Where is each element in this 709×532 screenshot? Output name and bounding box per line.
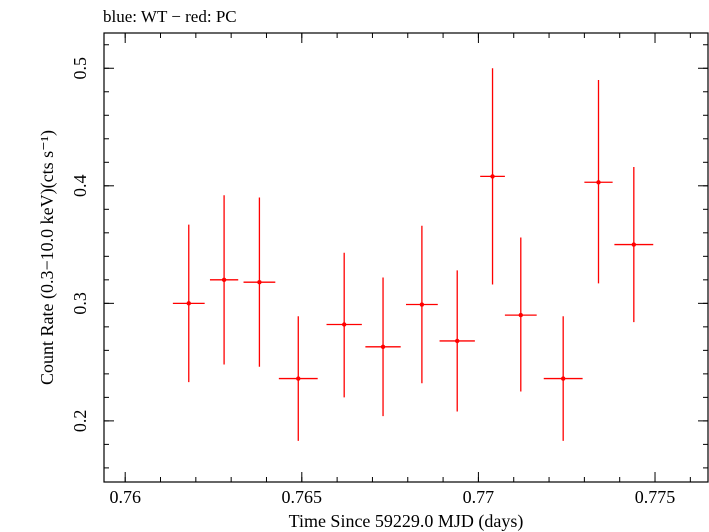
data-point bbox=[278, 316, 318, 441]
data-marker bbox=[296, 376, 301, 381]
data-marker bbox=[518, 312, 523, 318]
data-point bbox=[243, 197, 276, 367]
x-tick-label: 0.77 bbox=[463, 487, 495, 507]
data-point bbox=[614, 166, 654, 323]
data-point bbox=[209, 195, 239, 365]
x-axis-label: Time Since 59229.0 MJD (days) bbox=[289, 511, 524, 532]
data-point bbox=[584, 80, 613, 284]
data-marker bbox=[419, 302, 425, 307]
y-tick-label: 0.4 bbox=[70, 175, 90, 198]
data-point bbox=[406, 225, 438, 384]
axis-tick-labels: 0.76 0.765 0.77 0.775 0.2 0.3 0.4 0.5 bbox=[70, 57, 675, 507]
x-tick-label: 0.775 bbox=[635, 487, 676, 507]
data-marker bbox=[341, 322, 347, 327]
axis-ticks bbox=[104, 33, 708, 482]
y-axis-label: Count Rate (0.3−10.0 keV)(cts s⁻¹) bbox=[37, 130, 58, 385]
data-marker bbox=[455, 338, 460, 344]
plot-frame bbox=[103, 32, 709, 483]
x-tick-label: 0.765 bbox=[282, 487, 323, 507]
data-point bbox=[172, 224, 205, 383]
y-tick-label: 0.3 bbox=[70, 292, 90, 315]
data-marker bbox=[186, 301, 191, 306]
data-point bbox=[543, 316, 583, 441]
y-tick-label: 0.2 bbox=[70, 410, 90, 433]
y-tick-label: 0.5 bbox=[70, 57, 90, 80]
data-point bbox=[504, 237, 537, 392]
data-marker bbox=[257, 279, 262, 285]
data-marker bbox=[380, 344, 386, 350]
data-points bbox=[172, 68, 654, 441]
data-marker bbox=[596, 180, 601, 185]
data-point bbox=[326, 252, 362, 398]
data-marker bbox=[631, 242, 637, 247]
data-marker bbox=[560, 376, 566, 381]
data-point bbox=[439, 270, 475, 412]
x-tick-label: 0.76 bbox=[109, 487, 141, 507]
chart-header: blue: WT − red: PC bbox=[103, 7, 237, 26]
data-point bbox=[365, 277, 401, 417]
data-marker bbox=[490, 174, 495, 179]
data-point bbox=[480, 68, 505, 285]
data-marker bbox=[221, 277, 227, 283]
